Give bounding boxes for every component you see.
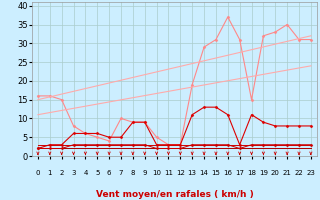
X-axis label: Vent moyen/en rafales ( km/h ): Vent moyen/en rafales ( km/h ) (96, 190, 253, 199)
